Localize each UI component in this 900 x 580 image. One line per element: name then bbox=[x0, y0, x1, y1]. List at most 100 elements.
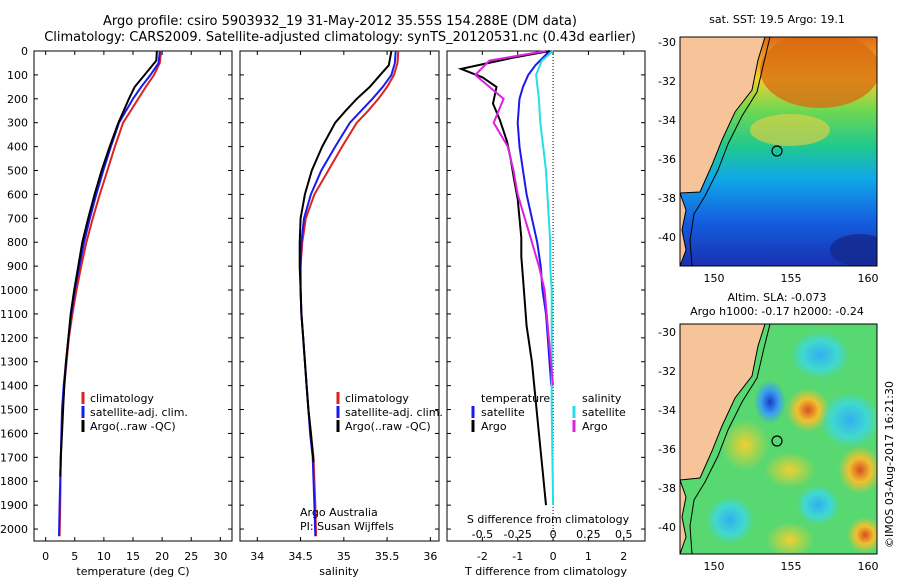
x-tick-label: 25 bbox=[184, 550, 198, 563]
legend-label-satellite: satellite-adj. clim. bbox=[345, 406, 443, 419]
x-tick-label: 35 bbox=[337, 550, 351, 563]
series-line bbox=[535, 50, 555, 506]
map-ytick: -40 bbox=[658, 231, 676, 244]
legend-label-t-argo: Argo bbox=[481, 420, 507, 433]
depth-tick-label: 2000 bbox=[0, 523, 28, 536]
land-mass bbox=[680, 37, 766, 194]
warm-core-patch bbox=[760, 37, 877, 108]
x-tick-label: -2 bbox=[477, 550, 488, 563]
sla-map bbox=[680, 324, 877, 554]
depth-tick-label: 400 bbox=[7, 141, 28, 154]
depth-tick-label: 700 bbox=[7, 212, 28, 225]
s-tick-label: -0.25 bbox=[503, 528, 531, 541]
s-tick-label: 0.25 bbox=[576, 528, 601, 541]
depth-tick-label: 0 bbox=[21, 45, 28, 58]
land-mass bbox=[680, 324, 766, 481]
x-tick-label: 15 bbox=[126, 550, 140, 563]
legend-label-s-argo: Argo bbox=[582, 420, 608, 433]
legend-label-s-satellite: satellite bbox=[582, 406, 626, 419]
salinity-panel-frame bbox=[239, 50, 440, 542]
isobath-line bbox=[689, 37, 771, 266]
depth-tick-label: 800 bbox=[7, 236, 28, 249]
map-ytick: -30 bbox=[658, 36, 676, 49]
x-tick-label: 0 bbox=[42, 550, 49, 563]
legend-title-temperature: temperature bbox=[481, 392, 550, 405]
series-line bbox=[516, 50, 553, 386]
series-line bbox=[298, 50, 393, 463]
x-tick-label: 34 bbox=[250, 550, 264, 563]
sla-map-subtitle: Argo h1000: -0.17 h2000: -0.24 bbox=[690, 305, 864, 318]
depth-tick-label: 200 bbox=[7, 93, 28, 106]
argo-float-marker bbox=[771, 435, 783, 447]
x-tick-label: 0 bbox=[550, 550, 557, 563]
legend-title-salinity: salinity bbox=[582, 392, 622, 405]
land-mass-south bbox=[680, 192, 687, 266]
temperature-xlabel: temperature (deg C) bbox=[76, 565, 189, 578]
temperature-panel-frame bbox=[33, 50, 233, 542]
depth-tick-label: 600 bbox=[7, 188, 28, 201]
argo-australia-note: Argo Australia bbox=[300, 506, 378, 519]
legend-label-t-satellite: satellite bbox=[481, 406, 525, 419]
s-tick-label: -0.5 bbox=[472, 528, 493, 541]
salinity-xlabel: salinity bbox=[319, 565, 359, 578]
s-difference-title: S difference from climatology bbox=[467, 513, 630, 526]
map-xtick: 150 bbox=[704, 272, 725, 285]
map-ytick: -32 bbox=[658, 365, 676, 378]
x-tick-label: 34.5 bbox=[288, 550, 313, 563]
depth-tick-label: 1100 bbox=[0, 308, 28, 321]
depth-tick-label: 1000 bbox=[0, 284, 28, 297]
series-line bbox=[473, 50, 555, 386]
map-xtick: 155 bbox=[781, 560, 802, 573]
series-line bbox=[59, 50, 158, 477]
sla-map-frame bbox=[679, 323, 878, 555]
sla-eddy bbox=[766, 522, 814, 554]
x-tick-label: 36 bbox=[423, 550, 437, 563]
sla-map-axes: 150 155 160 -30 -32 -34 -36 -38 -40 bbox=[658, 326, 878, 573]
front-patch bbox=[750, 114, 830, 146]
sla-eddy bbox=[790, 331, 850, 379]
series-line bbox=[299, 50, 397, 537]
depth-axis: 0 100 200 300 400 500 600 700 800 900 1000 1100 1200… bbox=[0, 45, 28, 536]
x-tick-label: 1 bbox=[585, 550, 592, 563]
pi-note: PI: Susan Wijffels bbox=[300, 520, 394, 533]
legend-label-climatology: climatology bbox=[345, 392, 409, 405]
depth-tick-label: 1200 bbox=[0, 332, 28, 345]
sla-eddy bbox=[847, 517, 877, 553]
map-ytick: -36 bbox=[658, 443, 676, 456]
map-xtick: 155 bbox=[781, 272, 802, 285]
sst-map-title: sat. SST: 19.5 Argo: 19.1 bbox=[709, 13, 845, 26]
imos-credit: ©IMOS 03-Aug-2017 16:21:30 bbox=[883, 381, 896, 548]
depth-tick-label: 100 bbox=[7, 69, 28, 82]
depth-tick-label: 1400 bbox=[0, 380, 28, 393]
x-tick-label: 30 bbox=[213, 550, 227, 563]
legend-label-argo: Argo(..raw -QC) bbox=[90, 420, 176, 433]
map-ytick: -34 bbox=[658, 404, 676, 417]
legend-label-satellite: satellite-adj. clim. bbox=[90, 406, 188, 419]
depth-tick-label: 1900 bbox=[0, 499, 28, 512]
salinity-legend: climatology satellite-adj. clim. Argo(..… bbox=[336, 392, 443, 433]
sla-eddy bbox=[838, 446, 877, 494]
depth-tick-label: 1300 bbox=[0, 356, 28, 369]
sla-eddy bbox=[706, 496, 754, 544]
difference-plot: -2 -1 0 1 2 -0.5 -0.25 0 0.25 0.5 bbox=[447, 50, 645, 563]
map-xtick: 150 bbox=[704, 560, 725, 573]
x-tick-label: -1 bbox=[512, 550, 523, 563]
depth-tick-label: 300 bbox=[7, 117, 28, 130]
legend-label-climatology: climatology bbox=[90, 392, 154, 405]
difference-legend: temperature satellite Argo salinity sate… bbox=[471, 392, 626, 433]
x-tick-label: 20 bbox=[155, 550, 169, 563]
map-ytick: -32 bbox=[658, 75, 676, 88]
plot-title-line1: Argo profile: csiro 5903932_19 31-May-20… bbox=[103, 14, 577, 29]
map-ytick: -40 bbox=[658, 521, 676, 534]
sst-map-axes: 150 155 160 -30 -32 -34 -36 -38 -40 bbox=[658, 36, 878, 285]
sla-eddy bbox=[786, 388, 830, 432]
sla-eddy bbox=[754, 380, 786, 424]
isobath-line bbox=[689, 324, 771, 554]
depth-tick-label: 1500 bbox=[0, 404, 28, 417]
sla-eddy bbox=[820, 392, 877, 448]
depth-tick-label: 900 bbox=[7, 260, 28, 273]
sst-map bbox=[680, 37, 877, 266]
map-ytick: -38 bbox=[658, 482, 676, 495]
plot-title-line2: Climatology: CARS2009. Satellite-adjuste… bbox=[44, 30, 636, 45]
